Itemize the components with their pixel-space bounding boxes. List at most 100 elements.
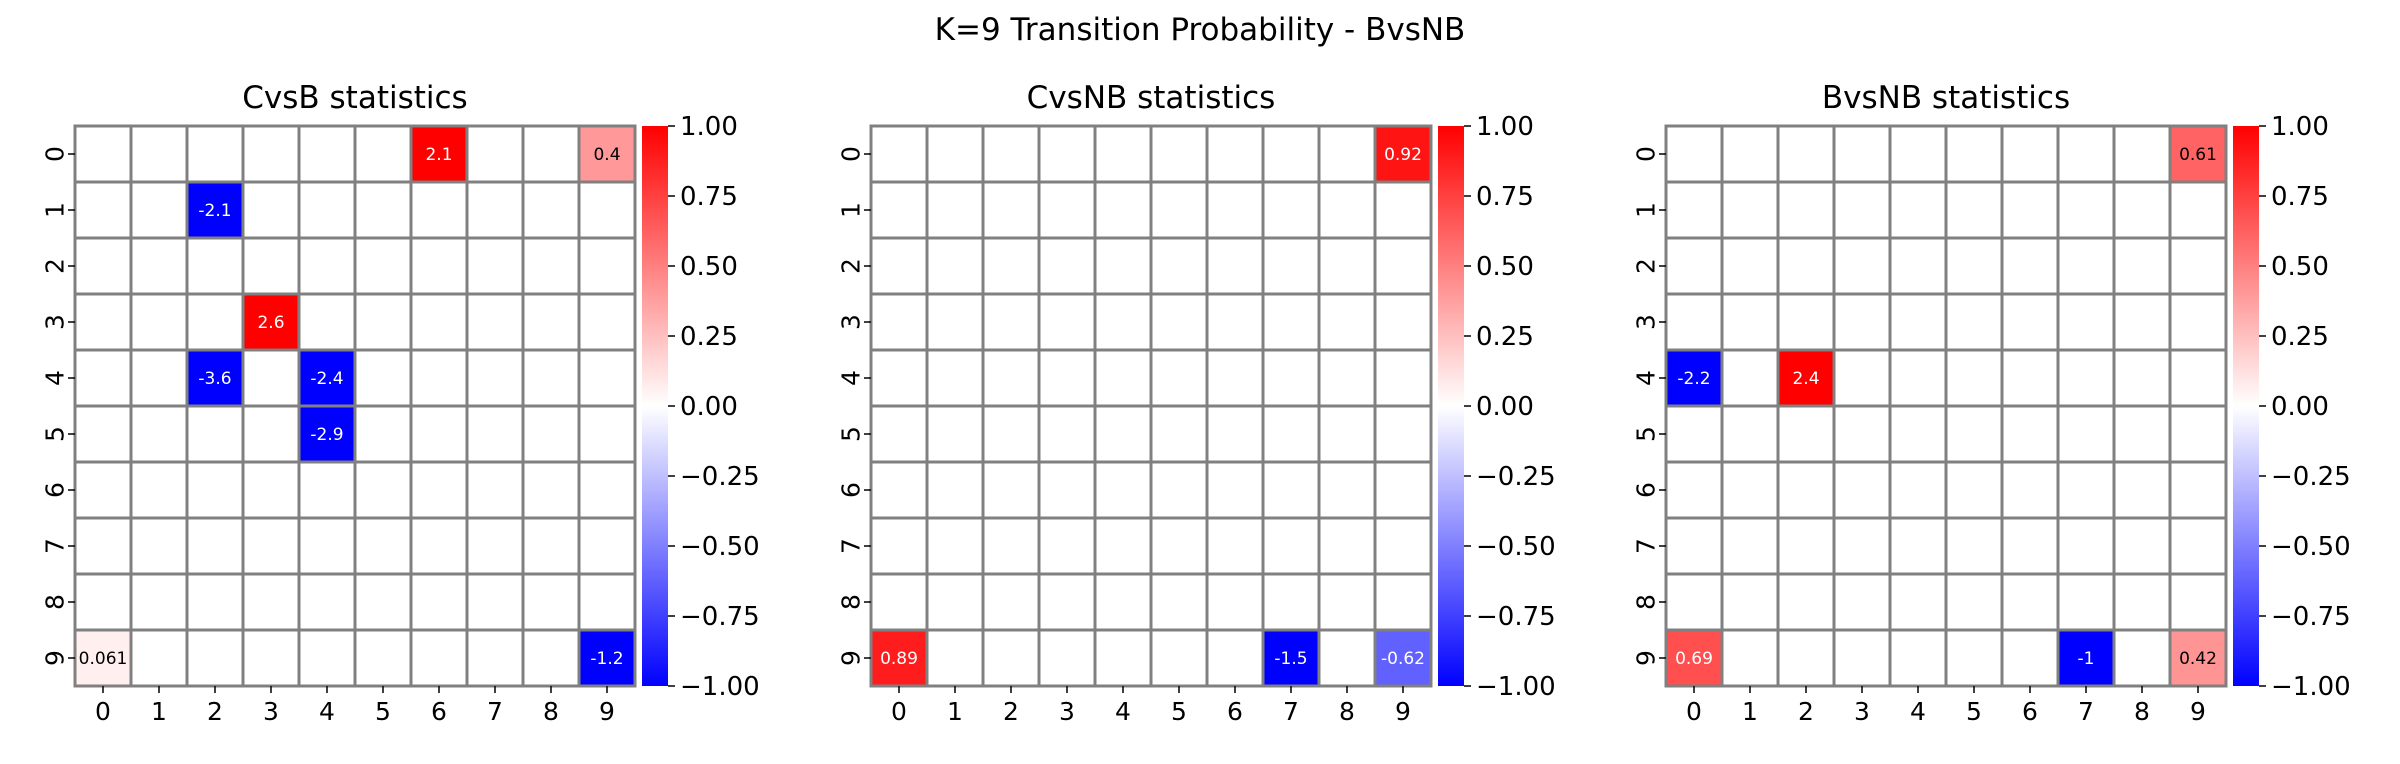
y-tick-label: 0 xyxy=(1632,146,1661,162)
heatmap-cell xyxy=(521,460,581,520)
y-tick-label: 4 xyxy=(41,370,70,386)
heatmap-cell xyxy=(1149,180,1209,240)
heatmap-cell xyxy=(925,236,985,296)
x-tick-label: 9 xyxy=(599,697,615,726)
heatmap-cell xyxy=(981,404,1041,464)
cell-value-label: -1.5 xyxy=(1274,649,1307,669)
heatmap-cell xyxy=(2112,180,2172,240)
heatmap-cell xyxy=(1149,348,1209,408)
heatmap-cell xyxy=(1037,404,1097,464)
heatmap-cell xyxy=(1093,460,1153,520)
heatmap-cell xyxy=(981,460,1041,520)
heatmap-cell xyxy=(577,292,637,352)
cell-value-label: 0.69 xyxy=(1675,649,1713,669)
heatmap-cell xyxy=(1720,628,1780,688)
heatmap-cell xyxy=(2112,460,2172,520)
heatmap-cell xyxy=(1888,572,1948,632)
y-tick-label: 8 xyxy=(837,594,866,610)
heatmap-cell xyxy=(1149,460,1209,520)
heatmap-cell xyxy=(241,572,301,632)
heatmap-cell xyxy=(2056,180,2116,240)
heatmap-cell xyxy=(2056,572,2116,632)
heatmap-cell xyxy=(1261,348,1321,408)
heatmap-cell xyxy=(1720,404,1780,464)
heatmap-cell xyxy=(2112,124,2172,184)
x-tick-label: 4 xyxy=(319,697,335,726)
heatmap-cell xyxy=(1205,292,1265,352)
heatmap-cell xyxy=(1373,180,1433,240)
colorbar-tick-label: 0.75 xyxy=(1476,182,1534,212)
colorbar-tick-label: −1.00 xyxy=(2271,672,2351,702)
heatmap-cell xyxy=(1720,460,1780,520)
heatmap-cell xyxy=(981,124,1041,184)
x-tick-label: 5 xyxy=(375,697,391,726)
heatmap-cell xyxy=(869,124,929,184)
heatmap-cell xyxy=(1888,292,1948,352)
heatmap-cell xyxy=(521,404,581,464)
heatmap-cell xyxy=(129,460,189,520)
heatmap-cell xyxy=(1373,628,1433,688)
cell-value-label: 0.42 xyxy=(2179,649,2217,669)
heatmap-cell xyxy=(2112,572,2172,632)
heatmap-panel-0: CvsB statistics 2.1 0.4 -2.1 2.6 -3.6 -2.4 -2.9… xyxy=(41,80,760,726)
cell-value-label: 2.1 xyxy=(425,145,452,165)
heatmap-cell xyxy=(353,460,413,520)
heatmap-cell xyxy=(1317,460,1377,520)
heatmap-cell xyxy=(925,404,985,464)
heatmap-cell xyxy=(409,460,469,520)
heatmap-cell xyxy=(1776,516,1836,576)
cell-value-label: -2.1 xyxy=(198,201,231,221)
heatmap-cell xyxy=(1317,628,1377,688)
y-tick-label: 1 xyxy=(837,202,866,218)
heatmap-cell xyxy=(2168,292,2228,352)
heatmap-cell xyxy=(925,292,985,352)
heatmap-cell xyxy=(1205,516,1265,576)
heatmap-cell xyxy=(353,516,413,576)
heatmap-cell xyxy=(1093,572,1153,632)
heatmap-cell xyxy=(1888,460,1948,520)
heatmap-cell xyxy=(241,628,301,688)
heatmap-cell xyxy=(925,628,985,688)
heatmap-cell xyxy=(1037,124,1097,184)
heatmap-cell xyxy=(2168,516,2228,576)
y-tick-label: 3 xyxy=(1632,314,1661,330)
heatmap-cell xyxy=(409,180,469,240)
y-tick-label: 1 xyxy=(1632,202,1661,218)
x-tick-label: 5 xyxy=(1171,697,1187,726)
heatmap-cell xyxy=(1261,292,1321,352)
heatmap-cell xyxy=(1944,124,2004,184)
heatmap-cell xyxy=(1037,236,1097,296)
heatmap-cell xyxy=(1944,404,2004,464)
heatmap-cell xyxy=(869,348,929,408)
heatmap-cell xyxy=(297,460,357,520)
x-tick-label: 6 xyxy=(2022,697,2038,726)
x-tick-label: 8 xyxy=(1339,697,1355,726)
heatmap-cell xyxy=(1888,516,1948,576)
heatmap-cell xyxy=(409,516,469,576)
heatmap-panel-2: BvsNB statistics 0.61 -2.2 2.4 0.69 -1 0.42 0 1 2… xyxy=(1632,80,2351,726)
heatmap-cell xyxy=(1317,348,1377,408)
heatmap-cell xyxy=(2056,124,2116,184)
colorbar-tick-label: 0.75 xyxy=(680,182,738,212)
heatmap-cell xyxy=(521,572,581,632)
heatmap-cell xyxy=(185,460,245,520)
heatmap-cell xyxy=(1205,348,1265,408)
heatmap-cell xyxy=(73,516,133,576)
heatmap-cell xyxy=(1664,124,1724,184)
heatmap-cell xyxy=(1373,572,1433,632)
heatmap-cell xyxy=(353,124,413,184)
heatmap-cell xyxy=(465,404,525,464)
heatmap-cell xyxy=(1317,516,1377,576)
cell-value-label: -2.9 xyxy=(310,425,343,445)
heatmap-cell xyxy=(577,236,637,296)
heatmap-cell xyxy=(2168,348,2228,408)
heatmap-cell xyxy=(1317,124,1377,184)
heatmap-cell xyxy=(129,628,189,688)
panel-title: CvsB statistics xyxy=(242,80,467,116)
heatmap-cell xyxy=(1317,292,1377,352)
heatmap-cell xyxy=(2168,180,2228,240)
heatmap-cell xyxy=(2056,516,2116,576)
panel-title: BvsNB statistics xyxy=(1822,80,2070,116)
heatmap-cell xyxy=(129,404,189,464)
colorbar-tick-label: 0.00 xyxy=(1476,392,1534,422)
